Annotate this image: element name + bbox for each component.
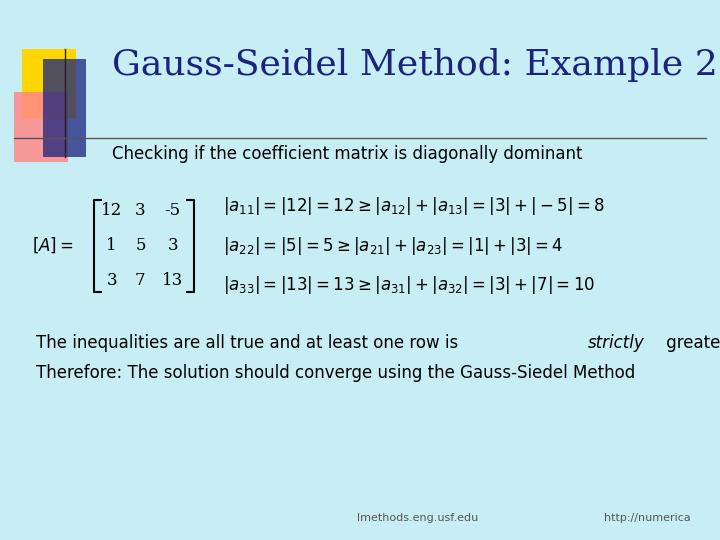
Bar <box>14 92 68 162</box>
Text: -5: -5 <box>165 202 181 219</box>
Text: Gauss-Seidel Method: Example 2: Gauss-Seidel Method: Example 2 <box>112 48 717 82</box>
Text: 1: 1 <box>107 237 117 254</box>
Bar <box>22 49 76 119</box>
Bar <box>43 59 86 157</box>
Text: lmethods.eng.usf.edu: lmethods.eng.usf.edu <box>357 514 478 523</box>
Text: Checking if the coefficient matrix is diagonally dominant: Checking if the coefficient matrix is di… <box>112 145 582 163</box>
Text: 5: 5 <box>135 237 145 254</box>
Text: 3: 3 <box>135 202 145 219</box>
Text: $|a_{11}| = |12| = 12 \geq |a_{12}| + |a_{13}| = |3| + |-5| = 8$: $|a_{11}| = |12| = 12 \geq |a_{12}| + |a… <box>223 195 605 217</box>
Text: $|a_{33}| = |13| = 13 \geq |a_{31}| + |a_{32}| = |3| + |7| = 10$: $|a_{33}| = |13| = 13 \geq |a_{31}| + |a… <box>223 274 595 296</box>
Text: 13: 13 <box>162 272 184 289</box>
Text: 12: 12 <box>101 202 122 219</box>
Text: http://numerica: http://numerica <box>605 514 691 523</box>
Text: 3: 3 <box>107 272 117 289</box>
Text: 3: 3 <box>168 237 178 254</box>
Text: $|a_{22}| = |5| = 5 \geq |a_{21}| + |a_{23}| = |1| + |3| = 4$: $|a_{22}| = |5| = 5 \geq |a_{21}| + |a_{… <box>223 235 564 256</box>
Text: strictly: strictly <box>588 334 644 352</box>
Text: Therefore: The solution should converge using the Gauss-Siedel Method: Therefore: The solution should converge … <box>36 363 635 382</box>
Text: $[A]=$: $[A]=$ <box>32 236 74 255</box>
Text: The inequalities are all true and at least one row is: The inequalities are all true and at lea… <box>36 334 464 352</box>
Text: greater than:: greater than: <box>661 334 720 352</box>
Text: 7: 7 <box>135 272 145 289</box>
